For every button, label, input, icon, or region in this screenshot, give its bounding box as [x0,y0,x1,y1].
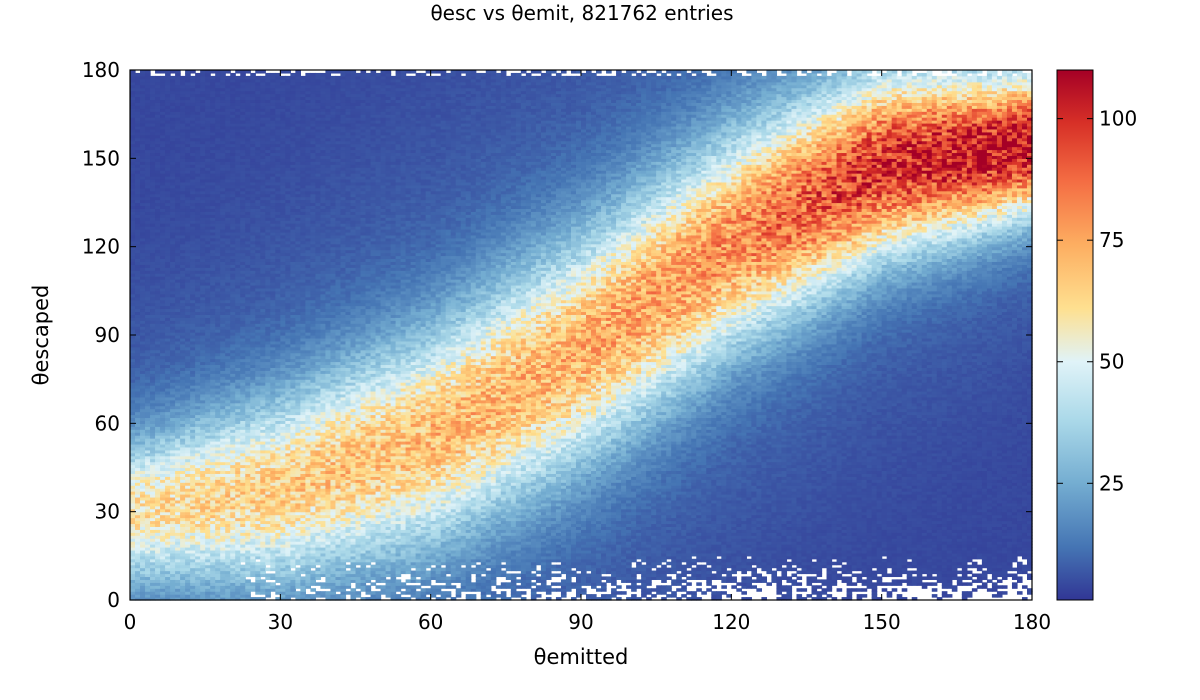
heatmap-cell [135,73,141,77]
heatmap-cell [255,562,261,566]
heatmap-cell [245,76,251,80]
heatmap-cell [265,582,271,586]
heatmap-cells [130,70,1033,601]
heatmap-cell [265,568,271,572]
heatmap-cell [250,582,256,586]
heatmap-cell [155,76,161,80]
heatmap-cell [195,73,201,77]
chart-title: θesc vs θemit, 821762 entries [430,1,733,25]
heatmap-cell [225,76,231,80]
heatmap-cell [260,76,266,80]
heatmap-cell [250,73,256,77]
heatmap-cell [160,76,166,80]
heatmap-cell [190,76,196,80]
heatmap-cell [170,76,176,80]
heatmap-cell [265,574,271,578]
heatmap-cell [210,76,216,80]
heatmap-cell [245,579,251,583]
heatmap-cell [260,579,266,583]
heatmap-cell [150,76,156,80]
heatmap-cell [240,565,246,569]
heatmap-cell [255,76,261,80]
heatmap-cell [230,73,236,77]
heatmap-cell [180,76,186,80]
heatmap-cell [235,76,241,80]
